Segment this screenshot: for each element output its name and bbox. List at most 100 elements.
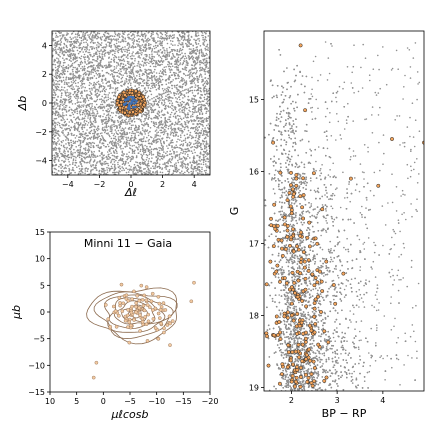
field-star-point — [114, 95, 117, 98]
field-star-point — [155, 60, 157, 62]
field-star-point — [63, 53, 65, 56]
field-star-point — [127, 136, 129, 139]
field-star-point — [202, 84, 204, 87]
field-star-point — [113, 123, 115, 126]
field-star-point — [60, 94, 63, 97]
field-star-point — [150, 58, 153, 61]
field-star-point — [79, 111, 81, 113]
field-star-point — [154, 86, 156, 88]
field-star-point — [129, 55, 132, 58]
field-star-point — [97, 90, 100, 92]
field-star-point — [164, 121, 167, 124]
field-star-point — [86, 124, 89, 126]
field-star-point — [164, 55, 167, 58]
field-star-point — [197, 34, 200, 37]
field-star-point — [102, 169, 105, 171]
field-star-point — [171, 107, 173, 110]
field-star-point — [186, 133, 188, 135]
field-star-point — [190, 150, 193, 152]
field-star-point — [77, 41, 80, 43]
field-star-point — [169, 113, 172, 116]
field-star-point — [115, 145, 117, 148]
field-star-point — [77, 63, 80, 66]
field-star-point — [191, 97, 193, 100]
field-star-point — [93, 75, 96, 77]
field-star-point — [65, 111, 68, 113]
field-star-point — [74, 159, 77, 162]
field-star-point — [186, 39, 188, 41]
field-star-point — [192, 51, 194, 53]
field-star-point — [153, 47, 156, 50]
field-star-point — [112, 100, 114, 103]
field-star-point — [200, 51, 203, 53]
field-star-point — [93, 128, 95, 131]
field-star-point — [93, 31, 95, 34]
field-star-point — [113, 171, 115, 174]
field-star-point — [197, 57, 200, 59]
field-star-point — [162, 37, 164, 40]
field-star-point — [161, 61, 164, 63]
field-star-point — [66, 83, 69, 86]
field-star-point — [74, 60, 77, 63]
field-star-point — [135, 156, 138, 158]
field-star-point — [194, 67, 196, 69]
field-star-point — [146, 164, 148, 167]
field-star-point — [135, 146, 137, 148]
field-star-point — [168, 144, 170, 146]
field-star-point — [84, 34, 86, 36]
field-star-point — [167, 89, 170, 92]
field-star-point — [113, 155, 115, 157]
field-star-point — [177, 114, 179, 117]
field-star-point — [121, 55, 123, 57]
field-star-point — [207, 35, 210, 37]
field-star-point — [159, 141, 162, 143]
field-star-point — [144, 151, 146, 153]
field-star-point — [207, 82, 209, 84]
field-star-point — [151, 49, 153, 52]
field-star-point — [79, 44, 82, 46]
field-star-point — [84, 71, 87, 74]
field-star-point — [122, 63, 125, 65]
field-star-point — [115, 91, 117, 93]
field-star-point — [199, 63, 201, 66]
field-star-point — [96, 81, 98, 84]
field-star-point — [160, 44, 162, 47]
field-star-point — [72, 166, 74, 169]
field-star-point — [159, 49, 162, 51]
field-star-point — [84, 157, 86, 160]
field-star-point — [179, 86, 182, 88]
field-star-point — [68, 96, 70, 99]
field-star-point — [151, 48, 154, 50]
field-star-point — [129, 75, 131, 78]
field-star-point — [108, 153, 110, 156]
field-star-point — [170, 161, 172, 164]
field-star-point — [59, 103, 62, 106]
field-star-point — [204, 87, 206, 90]
field-star-point — [123, 141, 126, 143]
field-star-point — [102, 126, 104, 129]
field-star-point — [54, 161, 56, 163]
field-star-point — [201, 139, 204, 142]
field-star-point — [81, 69, 84, 72]
field-star-point — [92, 153, 95, 155]
field-star-point — [64, 102, 66, 104]
field-star-point — [122, 66, 124, 68]
field-star-point — [205, 65, 208, 68]
field-star-point — [185, 88, 187, 91]
field-star-point — [159, 120, 161, 123]
field-star-point — [130, 126, 133, 129]
field-star-point — [194, 94, 197, 97]
field-star-point — [193, 78, 196, 81]
field-star-point — [108, 167, 110, 169]
field-star-point — [147, 112, 150, 115]
field-star-point — [72, 50, 75, 52]
field-star-point — [109, 140, 112, 143]
field-star-point — [87, 60, 89, 62]
field-star-point — [116, 132, 118, 135]
field-star-point — [69, 36, 71, 39]
field-star-point — [89, 130, 92, 133]
field-star-point — [156, 80, 159, 82]
field-star-point — [69, 85, 71, 87]
field-star-point — [83, 41, 85, 44]
field-star-point — [140, 156, 143, 159]
